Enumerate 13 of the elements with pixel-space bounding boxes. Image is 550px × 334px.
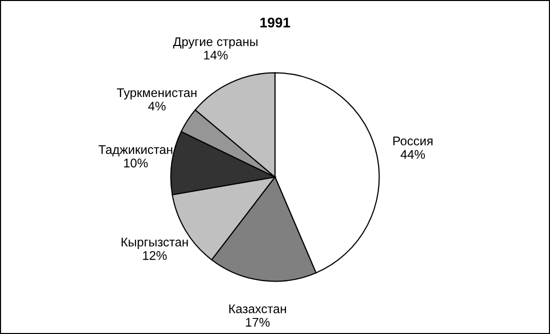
- slice-label: Казахстан: [229, 304, 286, 314]
- data-label: 4%: [148, 102, 166, 110]
- data-label: 44%: [400, 150, 425, 159]
- slice-label: Туркменистан: [116, 88, 196, 100]
- slice-label: Россия: [393, 136, 432, 146]
- slice-label: Кыргызстан: [122, 238, 188, 249]
- data-label: 17%: [246, 318, 270, 327]
- data-label: 10%: [124, 158, 148, 168]
- data-label: 12%: [143, 251, 167, 260]
- chart-title: 1991: [260, 18, 290, 28]
- data-label: 14%: [204, 50, 228, 60]
- slice-label: Таджикистан: [98, 145, 172, 156]
- slice-label: Другие страны: [173, 37, 258, 49]
